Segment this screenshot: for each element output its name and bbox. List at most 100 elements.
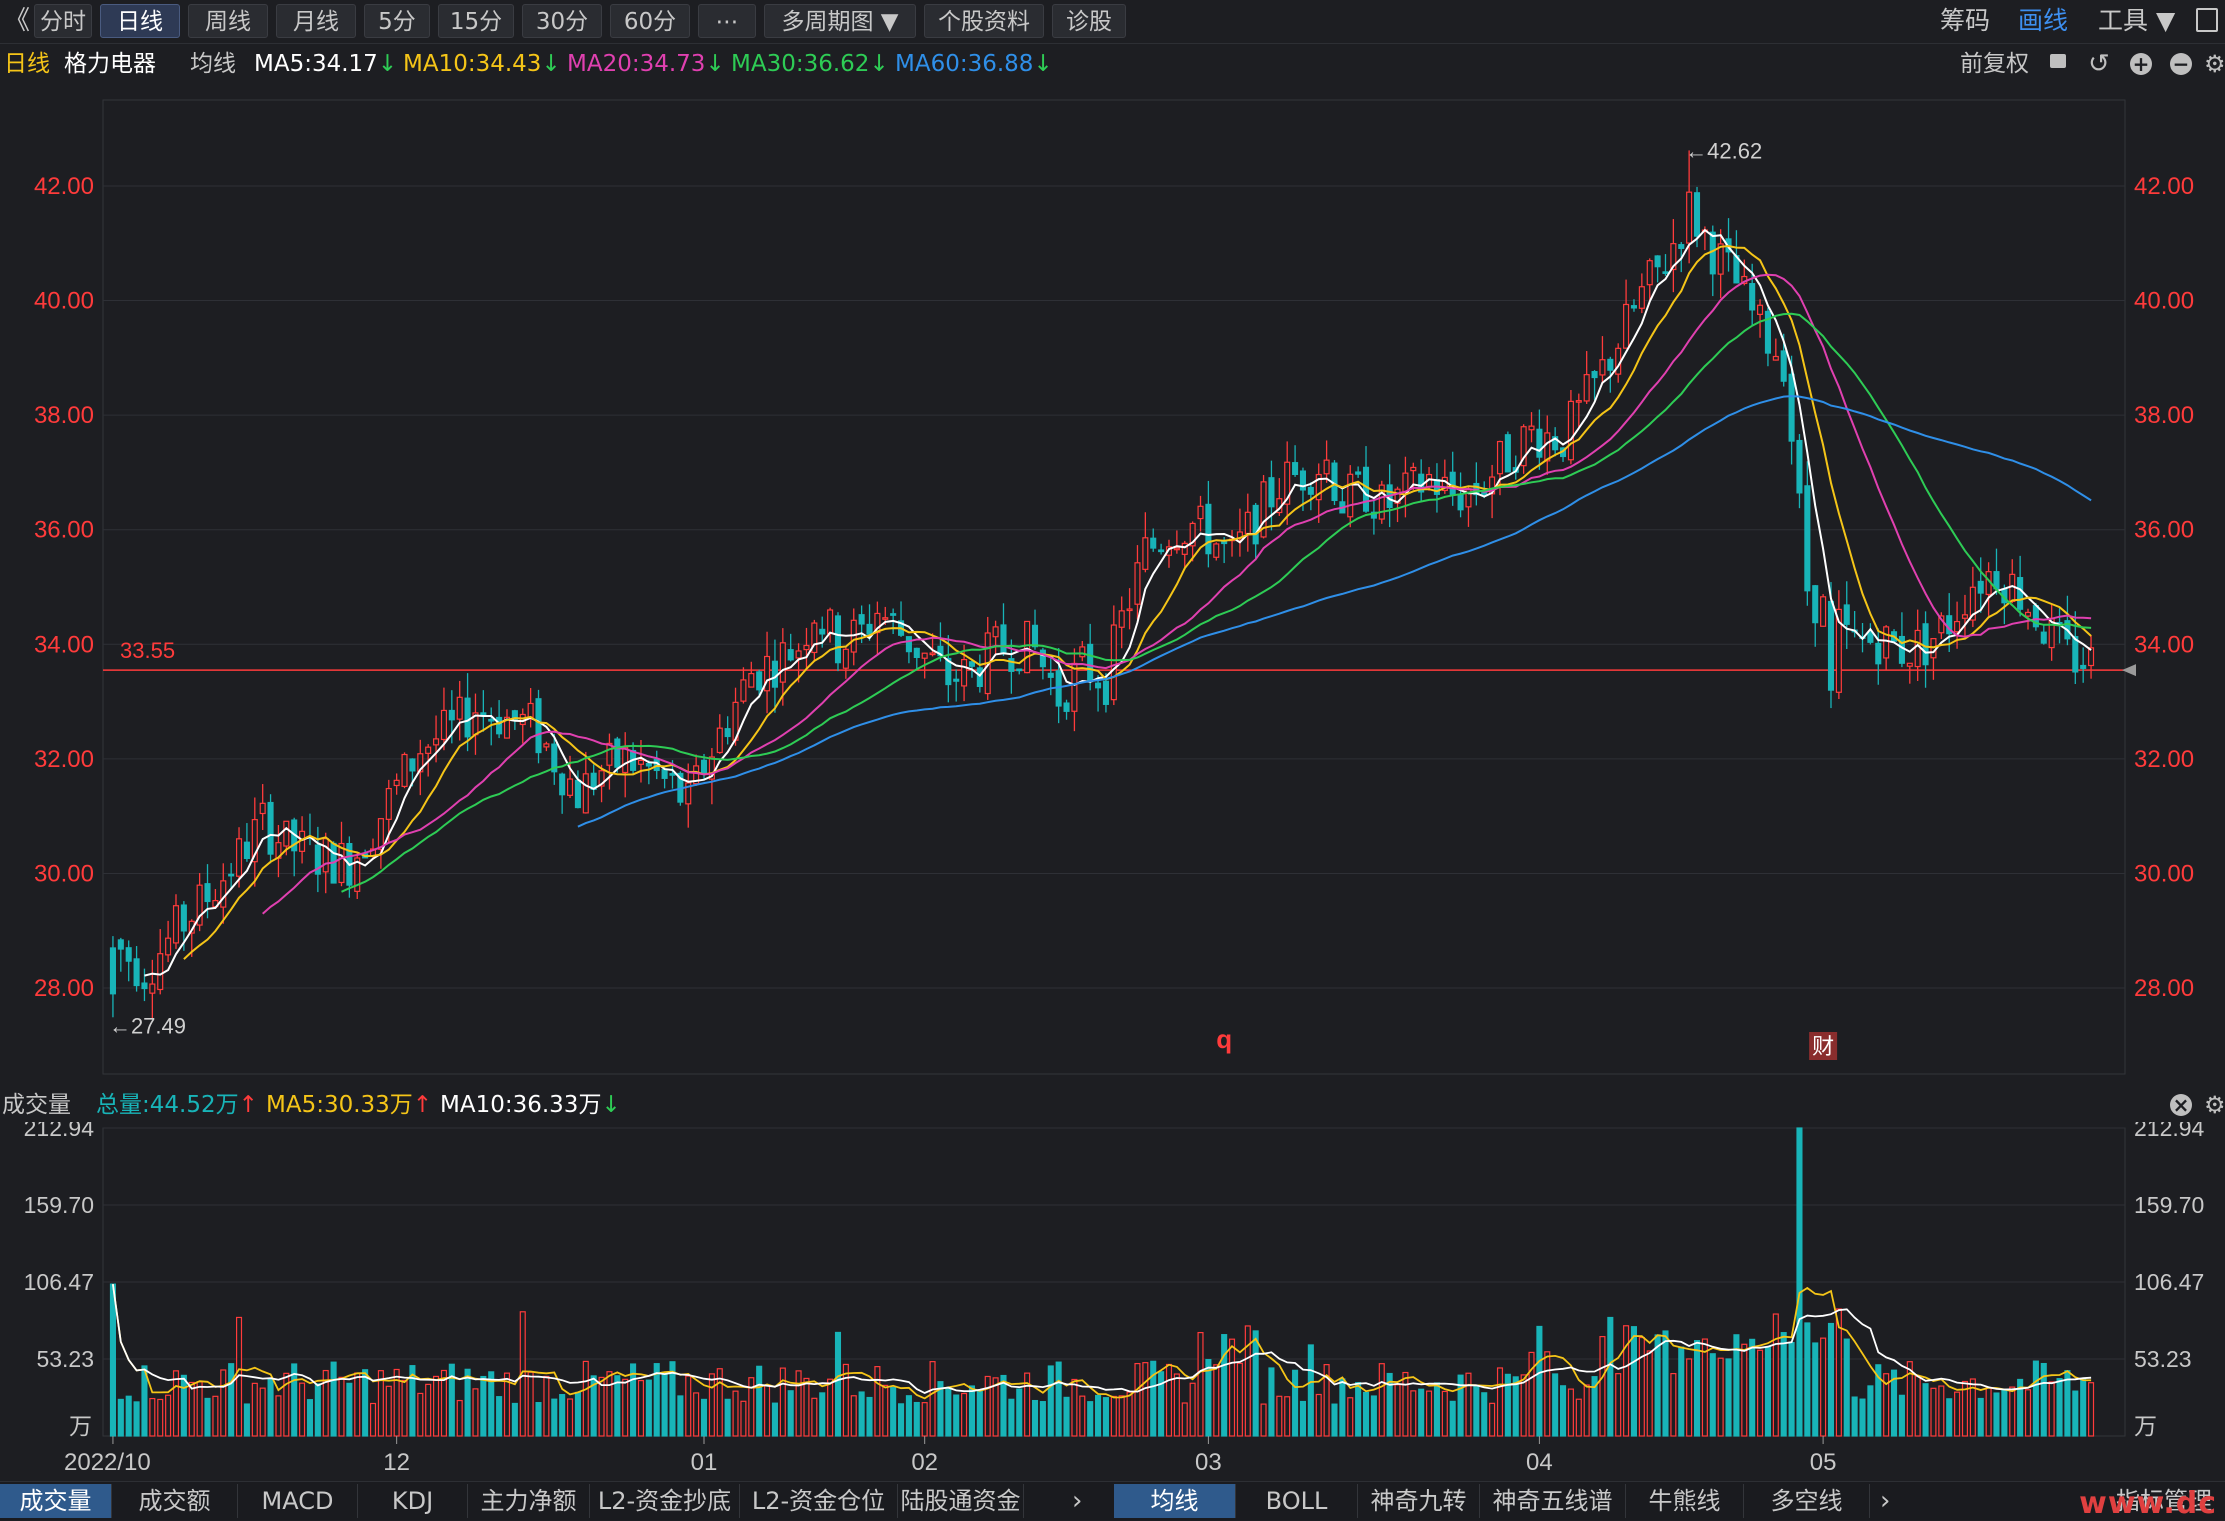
toolbar-right-2[interactable]: 工具 ▼ — [2098, 6, 2176, 35]
candle — [1630, 299, 1638, 312]
candle — [551, 733, 558, 785]
finance-marker[interactable]: 财 — [1812, 1034, 1834, 1059]
lock-icon[interactable] — [2050, 54, 2066, 68]
fullscreen-icon[interactable] — [2196, 8, 2218, 32]
indicator-tabs: 成交量 成交额 MACD KDJ 主力净额 L2-资金抄底 L2-资金仓位 陆股通资金 › 均… — [0, 1481, 2225, 1520]
volume-bar — [220, 1369, 227, 1437]
indicator-tab-0[interactable]: 成交量 — [0, 1484, 112, 1518]
volume-bar — [1339, 1378, 1346, 1437]
candle — [1252, 502, 1259, 561]
close-icon[interactable]: × — [2170, 1094, 2192, 1116]
indicator-tab-7[interactable]: 陆股通资金 — [898, 1484, 1024, 1518]
overlay-tab-5[interactable]: 多空线 — [1744, 1484, 1870, 1518]
volume-bar — [2056, 1378, 2063, 1437]
volume-bar — [1268, 1367, 1275, 1437]
indicator-tab-4[interactable]: 主力净额 — [468, 1484, 590, 1518]
volume-bar — [1961, 1380, 1969, 1437]
overlay-tab-1[interactable]: BOLL — [1236, 1484, 1358, 1518]
finance-marker-bg[interactable] — [1809, 1032, 1838, 1060]
tab-10[interactable]: 个股资料 — [924, 4, 1044, 38]
candle — [1552, 427, 1559, 457]
tab-5[interactable]: 15分 — [438, 4, 514, 38]
volume-bar — [1181, 1402, 1188, 1437]
tab-9[interactable]: 多周期图 ▼ — [764, 4, 916, 38]
volume-bar — [157, 1398, 164, 1437]
ma30-value: MA30:36.62↓ — [731, 51, 889, 77]
candle — [306, 813, 314, 846]
volume-bar — [1394, 1384, 1401, 1437]
indicator-tab-6[interactable]: L2-资金仓位 — [740, 1484, 898, 1518]
overlay-tab-4[interactable]: 牛熊线 — [1626, 1484, 1744, 1518]
indicator-manage-button[interactable]: 指标管理 — [2116, 1487, 2212, 1515]
candle — [1110, 605, 1117, 706]
scroll-right-icon-2[interactable]: › — [1880, 1486, 1891, 1516]
tab-4[interactable]: 5分 — [364, 4, 430, 38]
overlay-tab-0[interactable]: 均线 — [1114, 1484, 1236, 1518]
ma5-value: MA5:34.17↓ — [254, 51, 398, 77]
volume-bar — [819, 1392, 826, 1437]
volume-tick-left: 159.70 — [24, 1192, 94, 1218]
ref-line-pointer — [2122, 664, 2136, 677]
volume-bar — [1567, 1388, 1574, 1437]
indicator-tab-3[interactable]: KDJ — [358, 1484, 468, 1518]
undo-icon[interactable]: ↺ — [2088, 49, 2110, 79]
indicator-tab-1[interactable]: 成交额 — [112, 1484, 238, 1518]
tab-11[interactable]: 诊股 — [1052, 4, 1126, 38]
candle — [2064, 595, 2071, 646]
candle — [1228, 530, 1236, 557]
volume-bar — [1433, 1382, 1440, 1437]
candle — [1804, 461, 1811, 606]
x-tick-label: 02 — [911, 1449, 938, 1476]
candle — [1536, 409, 1543, 470]
overlay-tab-3[interactable]: 神奇五线谱 — [1480, 1484, 1626, 1518]
volume-bar — [740, 1400, 747, 1437]
volume-bar — [2048, 1381, 2055, 1437]
settings-icon[interactable]: ⚙ — [2204, 50, 2225, 78]
volume-bar — [1717, 1357, 1724, 1437]
volume-bar — [1575, 1398, 1582, 1437]
event-marker[interactable]: q — [1216, 1024, 1232, 1054]
indicator-tab-5[interactable]: L2-资金抄底 — [590, 1484, 740, 1518]
candle — [1520, 424, 1527, 474]
indicator-tab-2[interactable]: MACD — [238, 1484, 358, 1518]
ma20-value: MA20:34.73↓ — [567, 51, 725, 77]
volume-bar — [1055, 1361, 1062, 1437]
volume-bar — [551, 1398, 558, 1437]
volume-bar — [267, 1378, 274, 1437]
tab-3[interactable]: 月线 — [276, 4, 356, 38]
toolbar-right-0[interactable]: 筹码 — [1940, 6, 1991, 35]
price-tick-left: 32.00 — [34, 746, 94, 773]
tab-8[interactable]: ⋯ — [698, 4, 756, 38]
candle — [1284, 441, 1291, 525]
volume-bar — [1946, 1398, 1953, 1437]
adjust-button[interactable]: 前复权 — [1960, 51, 2029, 77]
volume-chart[interactable]: 212.94 212.94 159.70 159.70 106.47 106.47 53.2… — [0, 1122, 2225, 1480]
candle — [1591, 370, 1598, 401]
tab-0[interactable]: 分时 — [34, 4, 92, 38]
zoom-in-icon[interactable]: + — [2130, 53, 2152, 75]
candle — [764, 631, 771, 714]
price-chart[interactable]: 42.00 42.00 40.00 40.00 38.00 38.00 36.00 36.00… — [0, 84, 2225, 1084]
volume-bar — [1954, 1391, 1961, 1437]
tab-2[interactable]: 周线 — [188, 4, 268, 38]
toolbar-right-1[interactable]: 画线 — [2018, 6, 2069, 35]
candle — [1039, 647, 1046, 680]
candle — [1583, 351, 1590, 404]
ma-line-ma20 — [262, 273, 2092, 915]
volume-bar — [929, 1361, 936, 1437]
volume-bar — [283, 1372, 290, 1437]
volume-bar — [275, 1395, 282, 1437]
back-icon[interactable]: 《 — [4, 6, 31, 36]
tab-6[interactable]: 30分 — [522, 4, 602, 38]
volume-bar — [1552, 1373, 1559, 1437]
zoom-out-icon[interactable]: − — [2170, 53, 2192, 75]
candle — [2017, 555, 2024, 617]
scroll-right-icon[interactable]: › — [1072, 1486, 1083, 1516]
settings-icon[interactable]: ⚙ — [2204, 1091, 2225, 1119]
ma-label[interactable]: 均线 — [190, 51, 236, 77]
overlay-tab-2[interactable]: 神奇九转 — [1358, 1484, 1480, 1518]
stock-name[interactable]: 格力电器 — [64, 51, 156, 77]
candle — [456, 680, 463, 741]
tab-1[interactable]: 日线 — [100, 4, 180, 38]
tab-7[interactable]: 60分 — [610, 4, 690, 38]
